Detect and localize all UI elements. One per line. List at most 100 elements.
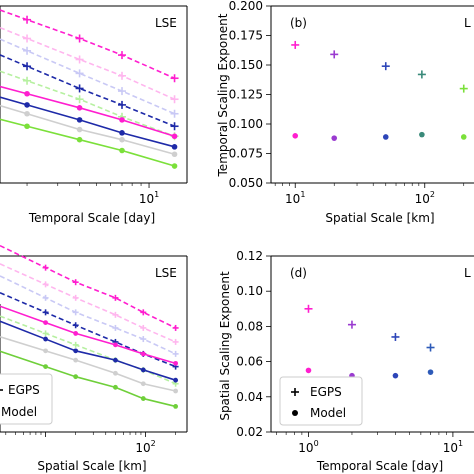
panel-a-point-0-0 xyxy=(23,15,32,24)
panel-c-series-line-8 xyxy=(0,350,176,408)
panel-a-point-4-1 xyxy=(75,95,84,104)
panel-c-series-line-0 xyxy=(0,244,176,329)
panel-c-point-2-4 xyxy=(172,350,179,357)
panel-a-point-1-3 xyxy=(170,95,179,104)
panel-d: (d) L 0.02 0.04 0.06 0.08 0.10 0.12 100 101 EG… xyxy=(218,249,474,473)
panel-d-y-tick-label-0: 0.02 xyxy=(236,425,263,439)
panel-c-point-3-1 xyxy=(72,322,79,329)
panel-a: LSE 101 Temporal Scale [day] xyxy=(0,5,188,225)
panel-a-series-line-3 xyxy=(0,54,175,127)
panel-b-point-1-1 xyxy=(331,135,338,141)
panel-d-point-0-2 xyxy=(391,332,400,341)
panel-a-point-6-3 xyxy=(171,144,178,150)
panel-c-point-0-3 xyxy=(140,309,147,316)
panel-a-point-2-3 xyxy=(170,109,179,118)
panel-d-legend-marker-egps xyxy=(291,388,299,396)
panel-b-point-0-4 xyxy=(459,84,468,93)
panel-d-y-tick-label-4: 0.10 xyxy=(236,284,263,298)
panel-a-point-3-2 xyxy=(118,100,127,109)
panel-c-point-7-0 xyxy=(43,348,48,354)
panel-a-point-5-1 xyxy=(76,104,83,111)
panel-a-point-5-2 xyxy=(119,117,125,123)
panel-c-point-0-2 xyxy=(112,294,119,301)
panel-a-point-0-2 xyxy=(118,51,127,60)
panel-a-corner-label: LSE xyxy=(155,16,177,30)
panel-b-point-0-0 xyxy=(291,40,300,49)
panel-d-x-tick-label-1: 101 xyxy=(443,439,463,455)
panel-c-legend-marker-egps xyxy=(0,389,3,391)
panel-d-point-0-3 xyxy=(426,343,435,352)
panel-c-point-2-2 xyxy=(112,324,119,331)
panel-a-point-7-3 xyxy=(171,151,178,158)
panel-c-point-6-3 xyxy=(140,367,146,373)
panel-b-point-0-2 xyxy=(381,62,390,71)
panel-c-point-2-0 xyxy=(42,294,49,301)
panel-d-legend-frame xyxy=(279,376,363,426)
panel-b-corner-label-right: L xyxy=(464,16,471,30)
panel-c-x-ticks: 102 xyxy=(5,432,176,455)
panel-d-legend-label-egps: EGPS xyxy=(310,385,342,399)
panel-a-point-2-1 xyxy=(75,69,84,78)
panel-d-x-tick-label-0: 100 xyxy=(298,439,318,455)
panel-c-point-1-4 xyxy=(172,338,179,345)
panel-a-series-line-1 xyxy=(0,26,175,100)
panel-b-points xyxy=(291,40,468,141)
panel-c: LSE 102 EGPS Model Spatial Scale [km] xyxy=(0,244,188,473)
panel-a-point-3-3 xyxy=(170,122,179,131)
panel-a-point-5-3 xyxy=(171,133,178,140)
panel-b-x-tick-label-0: 101 xyxy=(285,190,305,206)
panel-d-y-tick-label-2: 0.06 xyxy=(236,355,263,369)
panel-c-point-5-1 xyxy=(73,331,79,336)
panel-c-point-5-2 xyxy=(113,342,118,348)
panel-d-point-1-3 xyxy=(427,369,434,375)
panel-c-point-5-4 xyxy=(173,360,179,366)
panel-c-point-6-4 xyxy=(173,377,179,383)
panel-a-point-3-1 xyxy=(75,84,84,93)
panel-a-point-8-2 xyxy=(119,147,125,154)
panel-a-point-6-0 xyxy=(24,102,30,108)
panel-c-point-5-0 xyxy=(43,320,48,325)
panel-a-point-1-2 xyxy=(118,71,127,80)
panel-a-point-1-0 xyxy=(23,34,32,43)
panel-c-point-1-1 xyxy=(72,294,79,301)
panel-b-y-tick-label-2: 0.100 xyxy=(229,117,263,131)
panel-c-corner-label: LSE xyxy=(155,266,177,280)
panel-c-point-0-1 xyxy=(72,279,79,286)
panel-d-corner-label-right: L xyxy=(464,266,471,280)
panel-a-point-8-0 xyxy=(24,123,30,130)
panel-b-y-tick-label-5: 0.175 xyxy=(229,29,263,43)
panel-d-legend-marker-model xyxy=(292,410,298,416)
panel-d-point-1-2 xyxy=(392,372,399,379)
panel-c-series-line-4 xyxy=(0,315,176,385)
panel-c-point-7-2 xyxy=(113,370,118,376)
panel-b-y-tick-label-3: 0.125 xyxy=(229,88,263,102)
panel-a-point-1-1 xyxy=(75,55,84,64)
panel-c-series-line-2 xyxy=(0,275,176,355)
panel-c-point-2-3 xyxy=(140,336,147,343)
panel-a-xlabel: Temporal Scale [day] xyxy=(28,211,155,225)
panel-a-point-4-0 xyxy=(23,76,32,85)
panel-c-point-6-2 xyxy=(113,357,118,363)
panel-d-x-ticks: 100 101 xyxy=(276,432,463,455)
panel-d-xlabel: Temporal Scale [day] xyxy=(316,459,443,473)
panel-b-x-tick-label-1: 102 xyxy=(415,190,435,206)
panel-d-point-0-0 xyxy=(304,304,313,313)
panel-b-y-tick-label-0: 0.050 xyxy=(229,176,263,190)
panel-b-y-tick-label-1: 0.075 xyxy=(229,147,263,161)
panel-b-xlabel: Spatial Scale [km] xyxy=(325,211,434,225)
panel-c-legend-label-egps: EGPS xyxy=(8,383,40,397)
panel-c-legend-label-model: Model xyxy=(1,405,37,419)
panel-d-ylabel: Spatial Scaling Exponent xyxy=(218,271,232,421)
panel-d-legend: EGPS Model xyxy=(279,376,363,426)
panel-c-point-3-0 xyxy=(42,309,49,316)
panel-b-point-1-2 xyxy=(382,134,389,140)
panel-b: (b) L 0.050 0.075 0.100 0.125 0.150 0.175 0.20… xyxy=(216,0,474,225)
panel-a-x-ticks: 101 xyxy=(26,183,159,206)
panel-c-legend-frame xyxy=(0,373,53,425)
panel-d-points xyxy=(304,304,435,379)
panel-d-y-tick-label-3: 0.08 xyxy=(236,319,263,333)
panel-c-point-1-3 xyxy=(140,324,147,331)
panel-a-series xyxy=(0,9,179,169)
panel-b-x-ticks: 101 102 xyxy=(274,183,465,206)
panel-c-point-6-0 xyxy=(43,336,48,342)
